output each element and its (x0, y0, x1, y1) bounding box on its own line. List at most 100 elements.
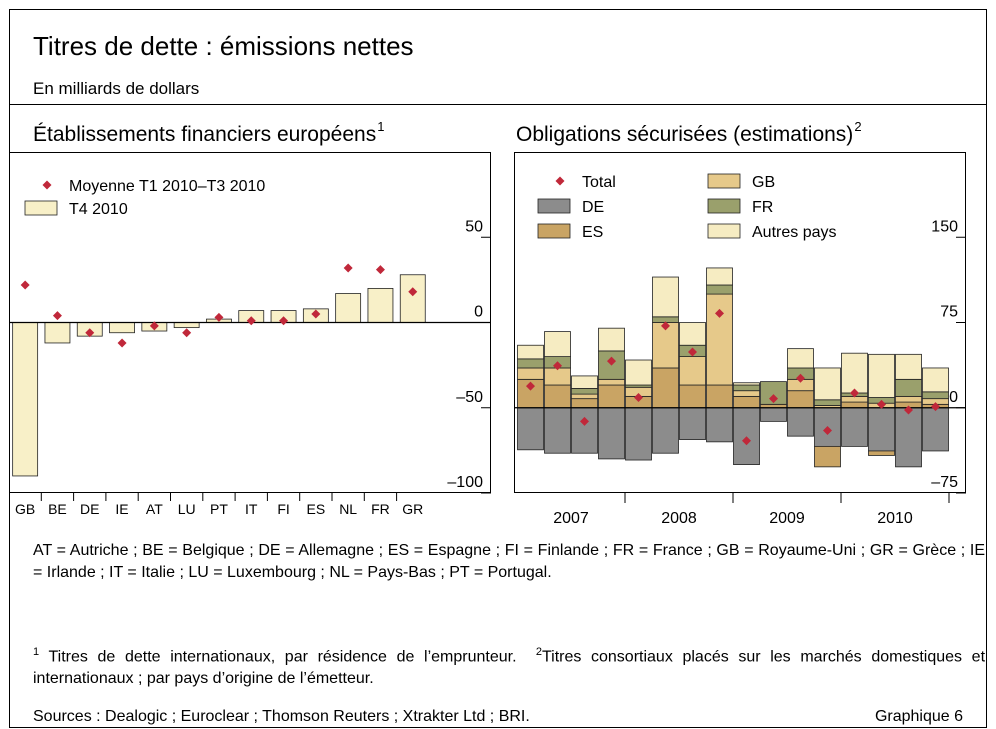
x-tick-label: NL (339, 501, 357, 517)
bar (571, 407, 598, 454)
x-tick-label: GR (402, 501, 423, 517)
bar (399, 274, 426, 323)
marker (823, 425, 832, 435)
y-tick-label: 0 (474, 304, 483, 321)
bar (571, 388, 598, 395)
marker (182, 328, 192, 338)
bar (544, 407, 571, 454)
x-tick-label: 2007 (553, 510, 589, 527)
legend-label: ES (582, 224, 603, 241)
legend-swatch (707, 198, 741, 214)
marker (931, 402, 940, 412)
bar (44, 322, 71, 344)
legend-label: GB (752, 174, 775, 191)
bar (517, 344, 544, 360)
x-tick-label: PT (210, 501, 228, 517)
marker (850, 388, 859, 398)
marker (408, 287, 418, 297)
legend-label: Autres pays (752, 224, 836, 241)
bar (814, 399, 841, 406)
bar (335, 293, 362, 323)
bar (598, 407, 625, 460)
marker (20, 280, 30, 290)
bar (922, 367, 949, 393)
marker (526, 381, 535, 391)
bar (868, 450, 895, 456)
bar (367, 287, 394, 323)
marker (769, 394, 778, 404)
footnote-mark: 2 (535, 646, 542, 658)
footnote-text: Titres de dette internationaux, par rési… (48, 648, 517, 666)
bar (706, 293, 733, 386)
bar (814, 445, 841, 468)
marker (375, 265, 385, 275)
bar (598, 327, 625, 352)
legend-marker (42, 180, 52, 190)
sources: Sources : Dealogic ; Euroclear ; Thomson… (33, 708, 530, 725)
legend-marker (555, 176, 565, 186)
bar (868, 407, 895, 452)
bar (733, 395, 760, 409)
marker (117, 338, 127, 348)
marker (580, 416, 589, 426)
x-tick-label: IT (245, 501, 258, 517)
marker (149, 321, 159, 331)
marker (343, 263, 353, 273)
x-tick-label: LU (178, 501, 196, 517)
bar (895, 378, 922, 397)
bar (652, 407, 679, 454)
footnote-mark: 1 (33, 646, 40, 658)
x-tick-label: BE (48, 501, 67, 517)
abbreviations: AT = Autriche ; BE = Belgique ; DE = All… (33, 542, 985, 581)
bar (841, 352, 868, 394)
legend-swatch (707, 223, 741, 239)
marker (52, 311, 62, 321)
x-tick-label: FI (277, 501, 289, 517)
bar (679, 384, 706, 409)
bar (706, 407, 733, 443)
bar (571, 393, 598, 400)
x-tick-label: IE (115, 501, 128, 517)
bar (544, 367, 571, 386)
legend-label: FR (752, 199, 773, 216)
x-tick-label: GB (15, 501, 35, 517)
panel-title: Obligations sécurisées (estimations) (516, 123, 853, 146)
bar (733, 407, 760, 465)
bar (517, 367, 544, 380)
subtitle: En milliards de dollars (33, 79, 199, 98)
bar (922, 391, 949, 400)
bar (544, 384, 571, 409)
bar (733, 384, 760, 392)
bar (895, 395, 922, 403)
bar (706, 267, 733, 286)
legend-label: Moyenne T1 2010–T3 2010 (69, 178, 265, 195)
legend-swatch (24, 200, 58, 216)
bar (598, 378, 625, 386)
legend-swatch (537, 223, 571, 239)
marker (607, 356, 616, 366)
x-tick-label: 2010 (877, 510, 913, 527)
bar (787, 348, 814, 369)
bar (841, 401, 868, 409)
y-tick-label: –75 (931, 474, 958, 491)
marker (796, 373, 805, 383)
bar (814, 367, 841, 401)
y-tick-label: 0 (949, 389, 958, 406)
figure-label: Graphique 6 (874, 708, 963, 725)
marker (904, 405, 913, 415)
bar (652, 367, 679, 409)
bar (598, 384, 625, 409)
marker (85, 328, 95, 338)
panel-title-note: 1 (377, 119, 384, 134)
legend-swatch (537, 198, 571, 214)
bar (787, 407, 814, 437)
bar (109, 322, 135, 334)
marker (311, 309, 321, 319)
legend-label: Total (582, 174, 616, 191)
y-tick-label: –100 (447, 474, 483, 491)
bar (787, 390, 814, 409)
bar (12, 322, 39, 477)
y-tick-label: 75 (940, 304, 958, 321)
x-tick-label: FR (371, 501, 390, 517)
